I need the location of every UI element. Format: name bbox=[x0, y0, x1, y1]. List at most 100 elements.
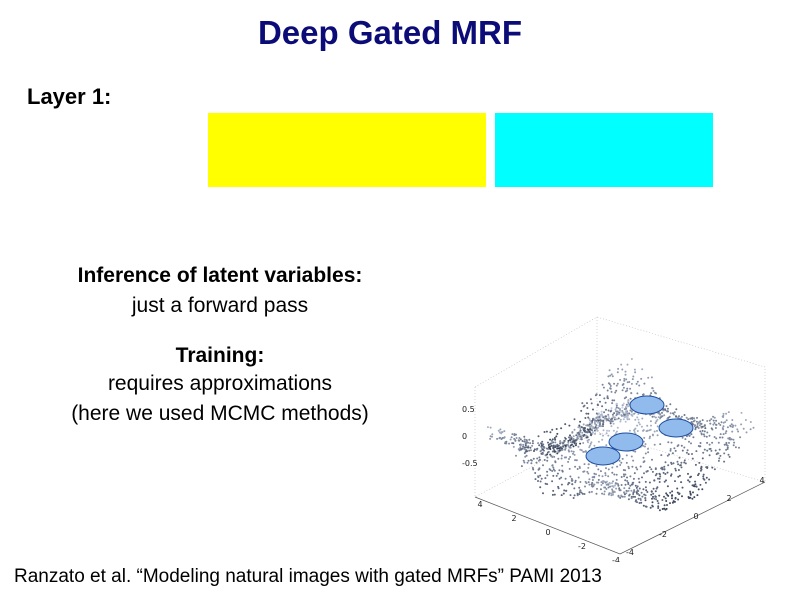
scatter-dot bbox=[626, 381, 629, 384]
scatter-dot bbox=[675, 408, 678, 411]
scatter-dot bbox=[729, 424, 732, 427]
scatter-dot bbox=[552, 466, 555, 469]
scatter-dot bbox=[573, 418, 576, 421]
scatter-dot bbox=[598, 474, 601, 477]
scatter-dot bbox=[666, 485, 669, 488]
scatter-dot bbox=[627, 498, 630, 501]
scatter-dot bbox=[567, 460, 570, 463]
scatter-dot bbox=[550, 439, 553, 442]
scatter-dot bbox=[657, 477, 659, 480]
scatter-dot bbox=[615, 418, 618, 421]
scatter-dot bbox=[697, 427, 700, 429]
scatter-dot bbox=[664, 408, 667, 411]
scatter-dot bbox=[591, 479, 594, 481]
scatter-dot bbox=[618, 459, 621, 462]
scatter-dot bbox=[685, 416, 688, 419]
scatter-dot bbox=[578, 424, 581, 427]
scatter-dot bbox=[657, 507, 660, 509]
scatter-dot bbox=[628, 381, 631, 383]
scatter-dot bbox=[637, 477, 640, 480]
scatter-dot bbox=[656, 434, 659, 437]
scatter-dot bbox=[643, 472, 645, 475]
scatter-dot bbox=[687, 496, 690, 498]
scatter-dot bbox=[584, 485, 586, 488]
scatter-dot bbox=[637, 490, 640, 492]
scatter-dot bbox=[515, 437, 518, 439]
scatter-dot bbox=[663, 507, 666, 510]
scatter-dot bbox=[597, 468, 600, 471]
scatter-dot bbox=[590, 422, 593, 425]
scatter-dot bbox=[572, 497, 575, 499]
scatter-dot bbox=[657, 416, 660, 419]
scatter-dot bbox=[678, 456, 681, 459]
scatter-dot bbox=[640, 491, 643, 494]
scatter-dot bbox=[731, 419, 734, 421]
scatter-dot bbox=[671, 497, 673, 500]
scatter-dot bbox=[636, 468, 639, 471]
scatter-dot bbox=[599, 470, 602, 473]
scatter-dot bbox=[520, 465, 523, 468]
scatter-dot bbox=[564, 423, 567, 426]
scatter-dot bbox=[567, 483, 569, 486]
scatter-dot bbox=[673, 411, 676, 414]
scatter-dot bbox=[734, 424, 737, 427]
scatter-dot bbox=[600, 484, 603, 486]
scatter-dot bbox=[653, 430, 656, 433]
scatter-dot bbox=[552, 474, 555, 477]
scatter-dot bbox=[638, 423, 641, 426]
scatter-dot bbox=[634, 500, 637, 503]
scatter-dot bbox=[613, 491, 616, 493]
scatter-dot bbox=[691, 453, 693, 455]
scatter-dot bbox=[628, 429, 631, 432]
scatter-dot bbox=[551, 450, 554, 453]
scatter-dot bbox=[537, 475, 540, 478]
scatter-dot bbox=[696, 416, 698, 419]
scatter-dot bbox=[587, 481, 590, 484]
scatter-dot bbox=[635, 466, 638, 469]
scatter-dot bbox=[596, 429, 599, 432]
scatter-dot bbox=[669, 448, 672, 450]
scatter-dot bbox=[665, 405, 668, 408]
scatter-dot bbox=[576, 492, 579, 495]
scatter-dot bbox=[718, 448, 721, 451]
scatter-dot bbox=[562, 445, 565, 448]
scatter-dot bbox=[669, 412, 672, 415]
scatter-dot bbox=[629, 484, 632, 487]
scatter-dot bbox=[560, 483, 563, 486]
scatter-dot bbox=[675, 415, 678, 418]
scatter-dot bbox=[663, 504, 666, 507]
training-text: requires approximations bbox=[107, 372, 333, 395]
scatter-dot bbox=[626, 416, 629, 418]
scatter-dot bbox=[591, 425, 594, 428]
scatter-dot bbox=[601, 415, 604, 417]
scatter-dot bbox=[554, 446, 557, 449]
scatter-dot bbox=[533, 450, 535, 452]
scatter-dot bbox=[558, 469, 561, 472]
scatter-dot bbox=[530, 462, 533, 465]
scatter-dot bbox=[681, 495, 683, 498]
scatter-dot bbox=[526, 461, 529, 464]
scatter-dot bbox=[599, 433, 602, 436]
scatter-dot bbox=[708, 434, 711, 437]
scatter-dot bbox=[723, 443, 726, 446]
scatter-dot bbox=[610, 425, 613, 428]
scatter-dot bbox=[602, 386, 605, 389]
scatter-dot bbox=[635, 382, 638, 385]
scatter-dot bbox=[623, 379, 626, 382]
scatter-dot bbox=[674, 449, 677, 452]
scatter-dot bbox=[565, 489, 567, 492]
scatter-dot bbox=[677, 469, 680, 471]
scatter-dot bbox=[567, 441, 570, 444]
scatter-dot bbox=[640, 501, 643, 504]
scatter-dot bbox=[627, 481, 630, 484]
scatter-dot bbox=[626, 412, 629, 415]
scatter-dot bbox=[587, 416, 590, 419]
scatter-dot bbox=[570, 450, 573, 453]
scatter-dot bbox=[693, 425, 696, 427]
scatter-dot bbox=[614, 482, 617, 485]
scatter-dot bbox=[539, 458, 542, 461]
scatter-dot bbox=[701, 419, 704, 422]
scatter-dot bbox=[547, 450, 550, 453]
scatter-dot bbox=[574, 481, 577, 484]
scatter-dot bbox=[619, 378, 622, 381]
